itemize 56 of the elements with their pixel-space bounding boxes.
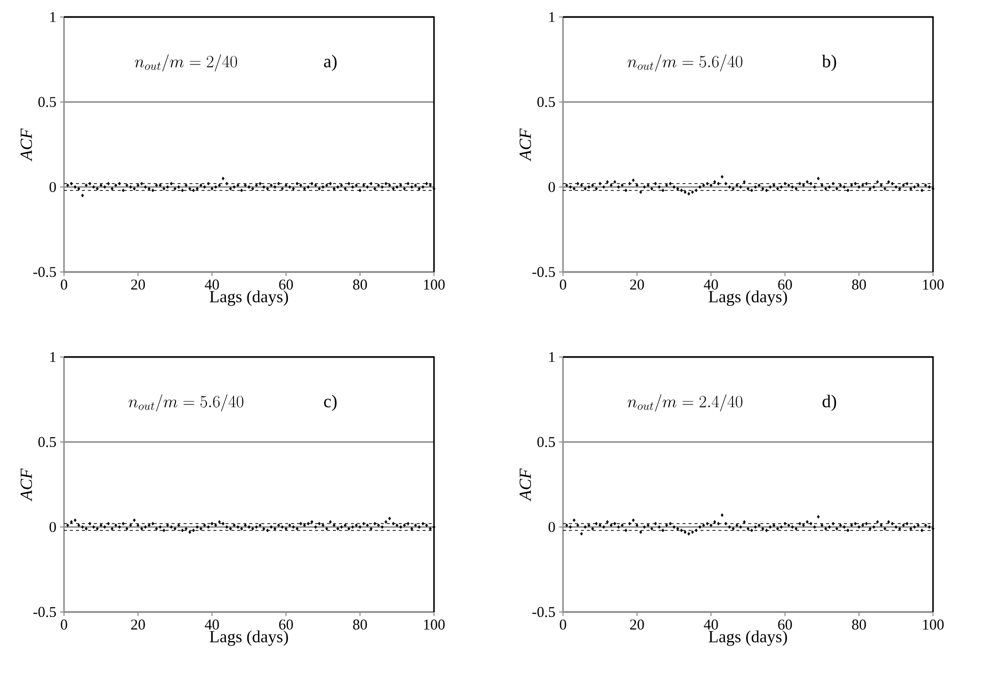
x-axis-title: Lags (days) <box>708 630 787 646</box>
annotation: a) <box>324 54 337 72</box>
x-tick-label: 80 <box>353 280 367 290</box>
annotation: b) <box>822 54 836 72</box>
annotation: $n_{out}/m = 2.4/40$ <box>628 394 742 412</box>
y-tick-label: 0.5 <box>537 96 555 108</box>
x-tick-label: 0 <box>560 280 566 290</box>
y-tick-label: 1 <box>50 352 56 362</box>
x-tick-label: 60 <box>279 280 293 290</box>
x-tick-label: 80 <box>852 280 866 290</box>
annotation: d) <box>822 394 836 412</box>
y-tick-label: -0.5 <box>33 266 56 278</box>
x-tick-label: 40 <box>204 280 219 290</box>
x-tick-label: 40 <box>204 620 219 630</box>
y-axis-title: ACF <box>20 128 32 162</box>
y-tick-label: -0.5 <box>532 606 555 618</box>
x-tick-label: 20 <box>131 620 145 630</box>
y-tick-label: -0.5 <box>33 606 56 618</box>
x-tick-label: 80 <box>852 620 866 630</box>
x-axis-title: Lags (days) <box>210 630 288 646</box>
x-tick-label: 60 <box>778 620 792 630</box>
y-axis-title: ACF <box>20 468 32 502</box>
y-tick-label: 1 <box>549 352 555 362</box>
x-tick-label: 20 <box>630 280 644 290</box>
y-tick-label: 0.5 <box>537 436 555 448</box>
annotation: $n_{out}/m = 5.6/40$ <box>628 54 742 72</box>
y-tick-label: 1 <box>50 12 56 22</box>
x-tick-label: 20 <box>630 620 644 630</box>
annotation: $n_{out}/m = 2/40$ <box>134 54 238 72</box>
x-axis-title: Lags (days) <box>708 290 787 306</box>
x-axis-title: Lags (days) <box>210 290 288 306</box>
x-tick-label: 100 <box>923 620 944 630</box>
y-tick-label: 1 <box>549 12 555 22</box>
y-tick-label: 0 <box>548 182 555 192</box>
x-tick-label: 80 <box>353 620 367 630</box>
x-tick-label: 100 <box>424 280 445 290</box>
y-axis-title: ACF <box>520 128 531 162</box>
x-tick-label: 100 <box>424 620 445 630</box>
y-tick-label: 0.5 <box>38 436 56 448</box>
y-axis-title: ACF <box>520 468 531 502</box>
y-tick-label: -0.5 <box>532 266 555 278</box>
x-tick-label: 0 <box>60 620 68 630</box>
x-tick-label: 0 <box>560 620 566 630</box>
y-tick-label: 0 <box>50 522 56 532</box>
y-tick-label: 0 <box>50 182 56 192</box>
x-tick-label: 60 <box>279 620 293 630</box>
x-tick-label: 60 <box>778 280 792 290</box>
annotation: $n_{out}/m = 5.6/40$ <box>128 394 244 412</box>
x-tick-label: 20 <box>131 280 145 290</box>
x-tick-label: 100 <box>923 280 944 290</box>
annotation: c) <box>324 394 337 412</box>
y-tick-label: 0 <box>548 522 555 532</box>
x-tick-label: 40 <box>704 620 718 630</box>
y-tick-label: 0.5 <box>38 96 56 108</box>
x-tick-label: 0 <box>60 280 68 290</box>
x-tick-label: 40 <box>704 280 718 290</box>
